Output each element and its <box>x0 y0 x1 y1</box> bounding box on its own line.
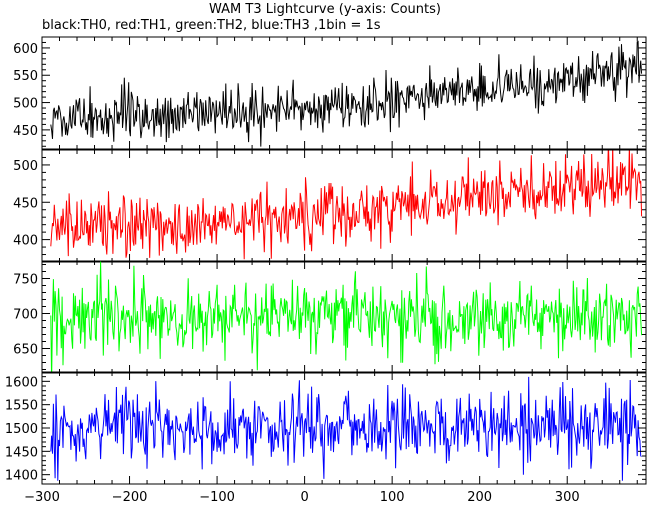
y-tick-label: 600 <box>13 42 38 57</box>
panel-2: 400 450 500 <box>13 149 647 263</box>
y-tick-label: 450 <box>13 196 38 211</box>
x-tick-label: −100 <box>199 490 235 505</box>
panels: 450 500 550 600 400 450 500 650 700 750 1400 1450 15… <box>5 36 647 505</box>
y-tick-label: 400 <box>13 234 38 249</box>
panel-4: 1400 1450 1500 1550 1600 <box>5 371 647 485</box>
y-tick-label: 450 <box>13 124 38 139</box>
x-tick-label: 100 <box>380 490 405 505</box>
y-tick-label: 500 <box>13 159 38 174</box>
y-tick-label: 650 <box>13 343 38 358</box>
panel-frame <box>41 260 647 374</box>
panel-1: 450 500 550 600 <box>13 36 647 150</box>
y-tick-label: 1450 <box>5 445 38 460</box>
y-tick-label: 1400 <box>5 469 38 484</box>
y-tick-label: 750 <box>13 273 38 288</box>
y-tick-label: 1500 <box>5 422 38 437</box>
chart-subtitle: black:TH0, red:TH1, green:TH2, blue:TH3 … <box>42 18 381 33</box>
x-tick-label: 300 <box>555 490 580 505</box>
x-tick-label: −200 <box>112 490 148 505</box>
y-tick-label: 700 <box>13 308 38 323</box>
x-tick-label: 200 <box>467 490 492 505</box>
y-tick-label: 1550 <box>5 399 38 414</box>
series-line-th1 <box>50 150 643 260</box>
y-tick-label: 550 <box>13 69 38 84</box>
series-line-th0 <box>50 40 643 147</box>
chart-title: WAM T3 Lightcurve (y-axis: Counts) <box>209 2 441 17</box>
panel-frame <box>41 36 647 150</box>
y-tick-label: 1600 <box>5 375 38 390</box>
y-tick-label: 500 <box>13 97 38 112</box>
series-line-th3 <box>50 376 642 481</box>
series-line-th2 <box>50 261 643 373</box>
panel-frame <box>41 149 647 263</box>
x-tick-label: −300 <box>24 490 60 505</box>
x-tick-label: 0 <box>300 490 308 505</box>
panel-3: 650 700 750 <box>13 260 647 374</box>
